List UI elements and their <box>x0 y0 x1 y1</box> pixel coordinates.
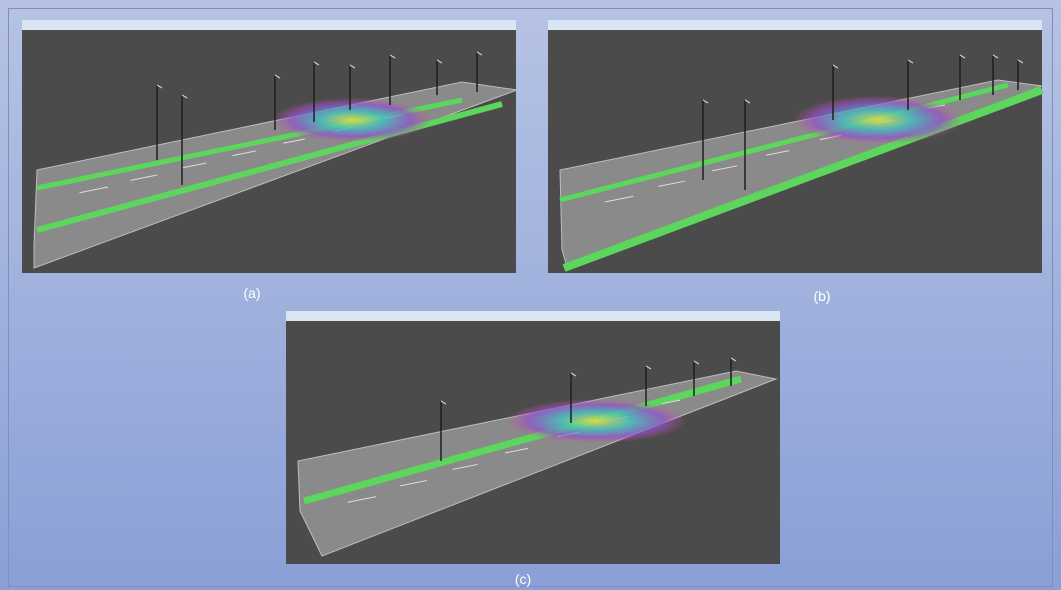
sensor-pattern <box>272 98 432 142</box>
sensor-pattern <box>506 399 686 443</box>
title-bar <box>22 20 516 30</box>
render-panel <box>286 311 780 564</box>
render-panel <box>22 20 517 273</box>
render-panel <box>548 20 1042 273</box>
title-bar <box>548 20 1042 30</box>
title-bar <box>286 311 780 321</box>
panel-label: (a) <box>243 285 260 301</box>
sensor-pattern <box>793 96 963 144</box>
figure: (a) (b) (c) <box>0 0 1061 590</box>
panel-label: (c) <box>515 571 531 587</box>
panel-label: (b) <box>813 288 830 304</box>
